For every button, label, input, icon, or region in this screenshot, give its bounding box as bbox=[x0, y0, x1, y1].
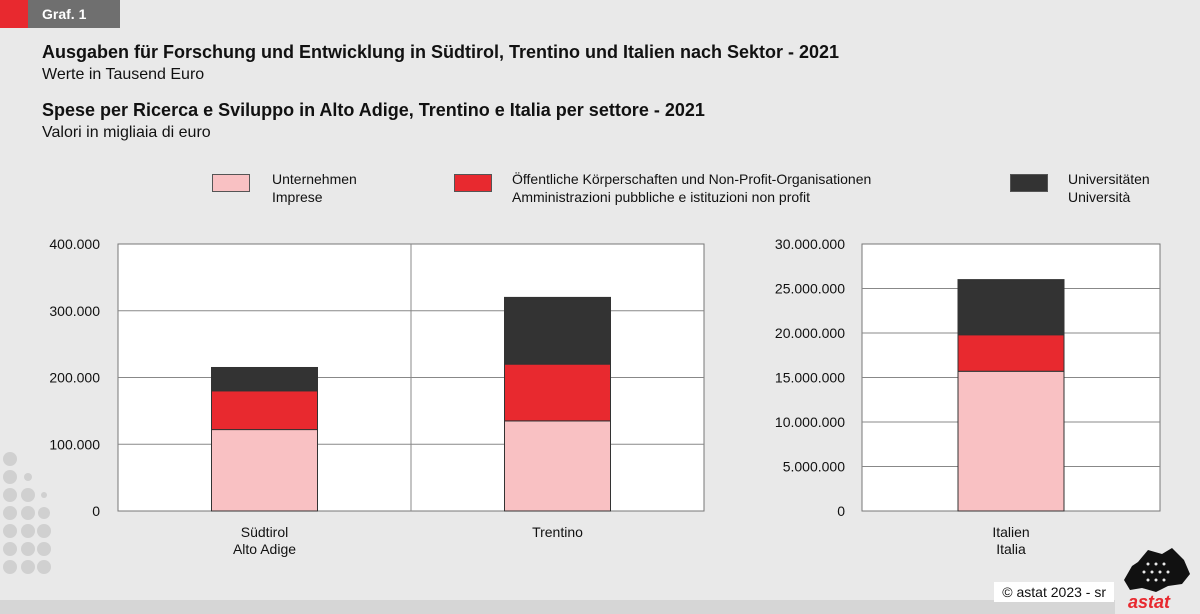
chart-italy: 0 5.000.000 10.000.000 15.000.000 20.000.000… bbox=[775, 236, 1161, 557]
legend-swatch-universities bbox=[1010, 174, 1048, 192]
legend-label-public-it: Amministrazioni pubbliche e istituzioni … bbox=[512, 189, 811, 205]
legend-label-universities-it: Università bbox=[1068, 189, 1131, 205]
bar-segment-public bbox=[957, 334, 1065, 372]
y-tick-label: 15.000.000 bbox=[775, 370, 845, 386]
bar-segment-enterprises bbox=[504, 420, 611, 512]
y-tick-label: 5.000.000 bbox=[783, 459, 845, 475]
y-tick-label: 0 bbox=[837, 503, 845, 519]
x-category-label: Südtirol bbox=[241, 524, 288, 540]
legend-swatch-enterprises bbox=[212, 174, 250, 192]
title-it: Spese per Ricerca e Sviluppo in Alto Adi… bbox=[42, 100, 705, 120]
graf-label: Graf. 1 bbox=[42, 6, 87, 22]
legend-label-enterprises-de: Unternehmen bbox=[272, 171, 357, 187]
x-category-label: Italia bbox=[996, 541, 1026, 557]
bar-segment-universities bbox=[211, 366, 318, 392]
y-tick-label: 10.000.000 bbox=[775, 414, 845, 430]
chart-regional: 0 100.000 200.000 300.000 400.000 SüdtirolAlt… bbox=[49, 236, 705, 557]
subtitle-it: Valori in migliaia di euro bbox=[42, 124, 211, 141]
bar-segment-public bbox=[211, 390, 318, 431]
subtitle-de: Werte in Tausend Euro bbox=[42, 66, 205, 83]
y-tick-label: 200.000 bbox=[49, 370, 100, 386]
bar-segment-universities bbox=[504, 296, 611, 365]
astat-logo-icon bbox=[1124, 548, 1190, 592]
x-category-label: Trentino bbox=[532, 524, 583, 540]
bar-segment-enterprises bbox=[957, 370, 1065, 512]
legend-swatch-public bbox=[454, 174, 492, 192]
legend-label-public-de: Öffentliche Körperschaften und Non-Profi… bbox=[512, 171, 872, 187]
bar-segment-universities bbox=[957, 279, 1065, 336]
bar-segment-enterprises bbox=[211, 429, 318, 512]
y-tick-label: 30.000.000 bbox=[775, 236, 845, 252]
legend-label-enterprises-it: Imprese bbox=[272, 189, 323, 205]
y-tick-label: 400.000 bbox=[49, 236, 100, 252]
y-tick-label: 300.000 bbox=[49, 303, 100, 319]
bar-segment-public bbox=[504, 363, 611, 422]
legend-label-universities-de: Universitäten bbox=[1068, 171, 1150, 187]
graf-red-block bbox=[0, 0, 28, 28]
y-tick-label: 20.000.000 bbox=[775, 325, 845, 341]
footer-bar bbox=[0, 600, 1115, 614]
decorative-dots bbox=[0, 449, 60, 584]
copyright: © astat 2023 - sr bbox=[994, 582, 1114, 602]
y-tick-label: 25.000.000 bbox=[775, 281, 845, 297]
title-de: Ausgaben für Forschung und Entwicklung i… bbox=[42, 42, 840, 62]
graf-label-bar: Graf. 1 bbox=[0, 0, 120, 28]
x-category-label: Alto Adige bbox=[233, 541, 296, 557]
y-tick-label: 100.000 bbox=[49, 436, 100, 452]
y-tick-label: 0 bbox=[92, 503, 100, 519]
x-category-label: Italien bbox=[992, 524, 1029, 540]
astat-logo-text: astat bbox=[1128, 592, 1171, 612]
